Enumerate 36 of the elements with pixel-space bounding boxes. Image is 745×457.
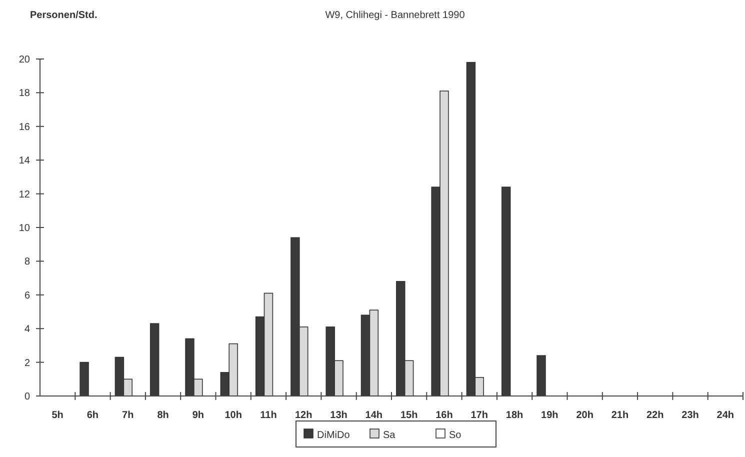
y-tick-label: 20 (18, 54, 30, 66)
x-tick-label: 16h (436, 410, 453, 421)
x-tick-label: 17h (470, 410, 488, 421)
x-tick-label: 20h (576, 410, 594, 421)
x-tick-label: 6h (86, 410, 99, 421)
x-tick-label: 19h (541, 410, 558, 421)
y-tick-label: 4 (24, 324, 30, 336)
legend-label: DiMiDo (317, 430, 350, 441)
x-tick-label: 22h (646, 410, 664, 421)
x-tick-label: 5h (52, 410, 64, 421)
legend-label: So (449, 430, 462, 441)
y-tick-label: 14 (18, 156, 30, 167)
y-tick-label: 12 (18, 189, 30, 200)
x-tick-label: 12h (295, 410, 312, 421)
x-tick-label: 8h (157, 410, 169, 421)
x-tick-label: 11h (260, 410, 277, 421)
x-tick-label: 7h (122, 410, 134, 421)
x-tick-label: 24h (716, 410, 734, 421)
y-tick-label: 2 (24, 358, 30, 369)
legend-label: Sa (383, 430, 396, 441)
x-tick-label: 10h (224, 410, 242, 421)
y-axis-title: Personen/Std. (30, 10, 98, 21)
y-tick-label: 8 (24, 256, 30, 268)
x-tick-label: 21h (611, 410, 629, 421)
x-tick-label: 13h (330, 410, 348, 421)
y-tick-label: 18 (18, 88, 30, 100)
y-tick-label: 16 (18, 122, 30, 133)
chart-title: W9, Chlihegi - Bannebrett 1990 (325, 10, 466, 21)
x-tick-label: 23h (682, 410, 699, 421)
y-tick-label: 0 (24, 392, 30, 402)
x-tick-label: 18h (506, 410, 524, 421)
x-tick-label: 14h (365, 410, 383, 421)
x-tick-label: 9h (192, 410, 204, 421)
y-tick-label: 6 (24, 290, 30, 302)
y-tick-label: 10 (18, 223, 30, 234)
x-tick-label: 15h (400, 410, 418, 421)
